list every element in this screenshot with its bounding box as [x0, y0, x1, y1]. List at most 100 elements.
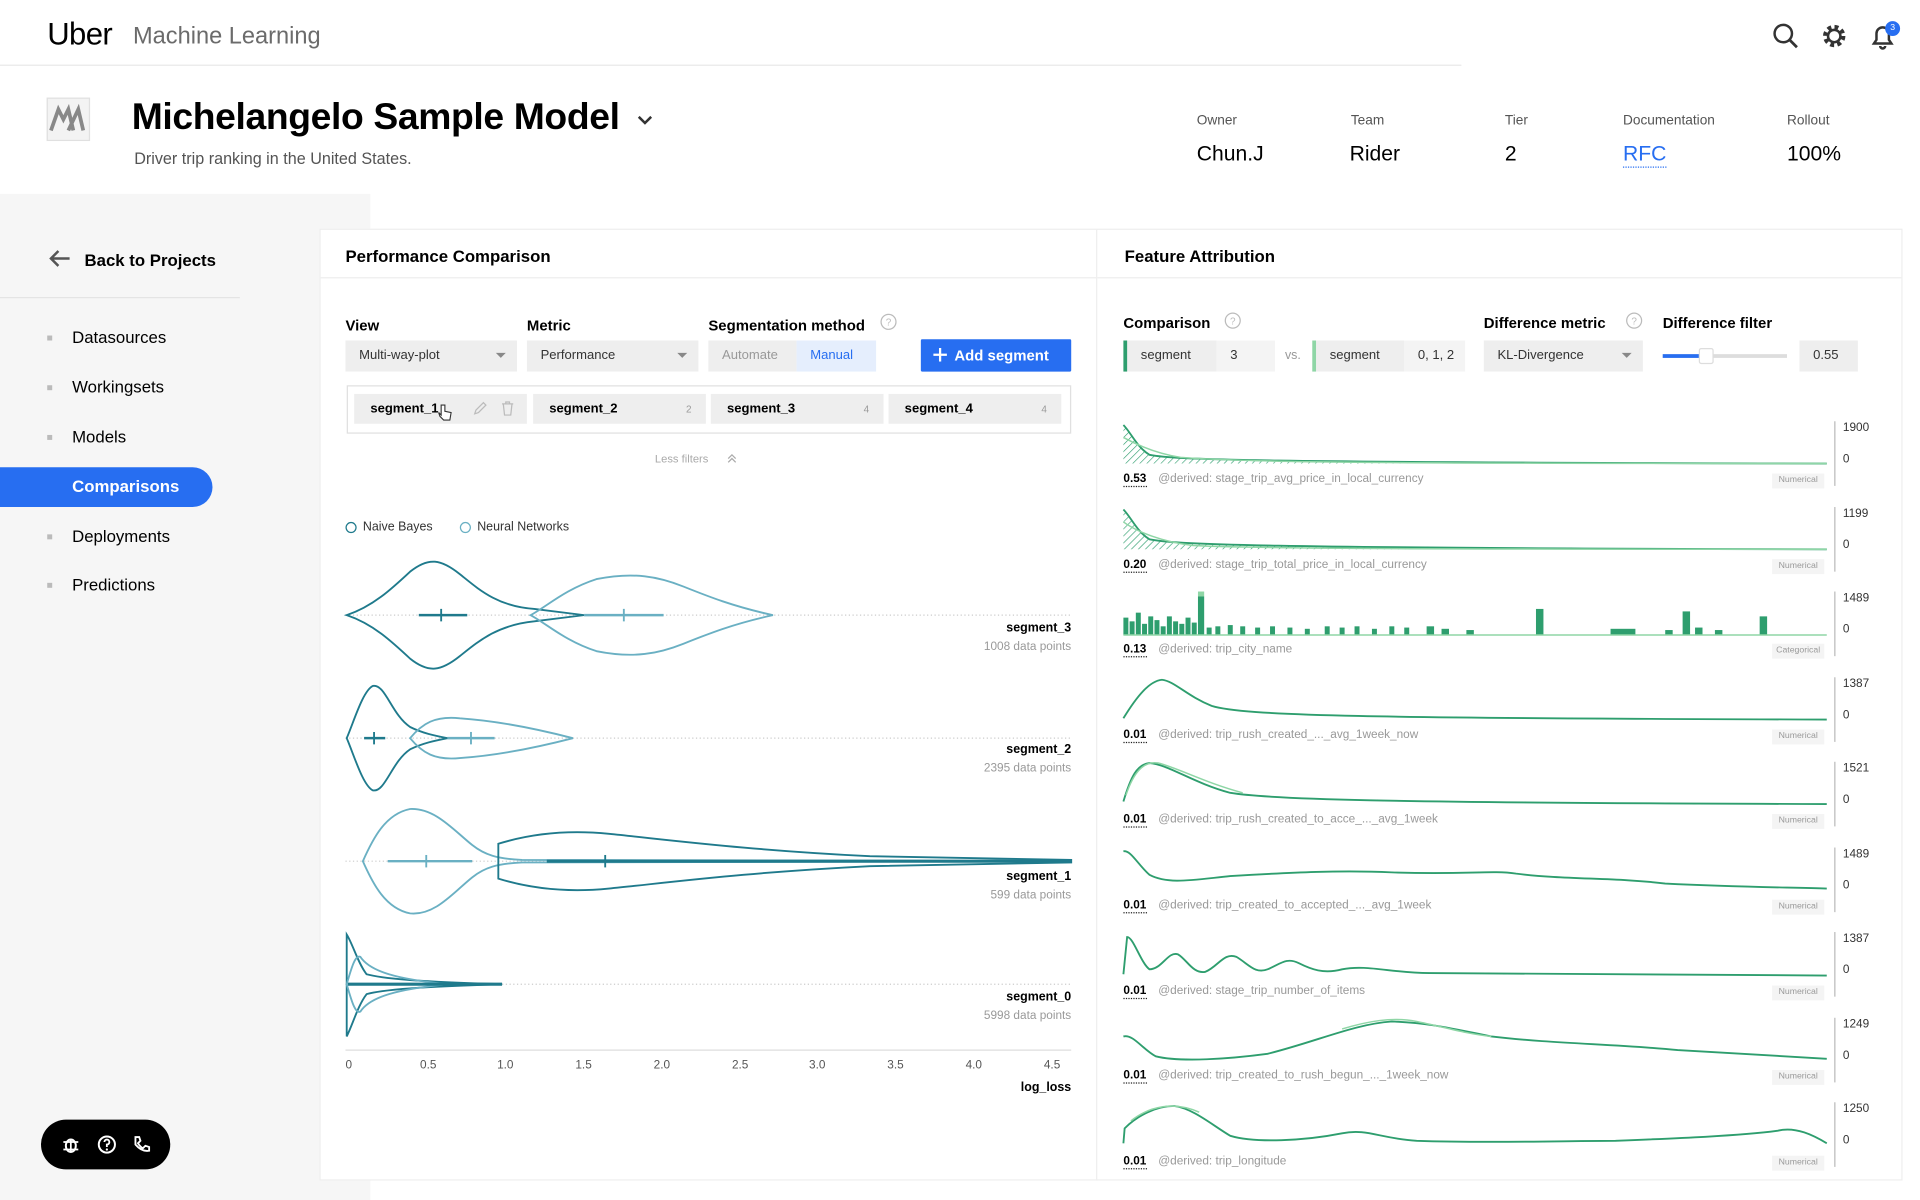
notification-badge: 3 — [1885, 21, 1901, 37]
metric-select[interactable]: Performance — [526, 340, 699, 372]
chevron-down-icon[interactable] — [636, 114, 653, 126]
sidebar-item-models[interactable]: Models — [0, 418, 217, 458]
segment-chip[interactable]: segment_4 4 — [888, 393, 1062, 424]
comparison-left-value[interactable]: 3 — [1216, 340, 1276, 372]
sidebar-item-label: Deployments — [72, 526, 170, 546]
add-segment-button[interactable]: Add segment — [920, 339, 1072, 372]
help-icon[interactable]: ? — [1224, 312, 1241, 329]
search-icon[interactable] — [1771, 21, 1801, 51]
difference-filter-label: Difference filter — [1662, 314, 1773, 332]
help-icon[interactable]: ? — [1625, 312, 1643, 329]
difference-filter-slider[interactable] — [1662, 347, 1788, 365]
feature-distribution-line — [1122, 762, 1827, 805]
trash-icon[interactable] — [500, 400, 516, 416]
seg-automate-button[interactable]: Automate — [708, 340, 797, 372]
violin-naive-bayes-segment-1 — [497, 831, 1073, 892]
meta-value-tier: 2 — [1504, 141, 1517, 166]
gear-icon[interactable] — [1819, 21, 1849, 51]
feature-distribution-line — [1122, 936, 1827, 977]
svg-text:?: ? — [1631, 316, 1637, 327]
legend-swatch — [345, 521, 357, 534]
page-subtitle: Driver trip ranking in the United States… — [134, 149, 412, 168]
view-select[interactable]: Multi-way-plot — [345, 340, 517, 372]
view-label: View — [345, 316, 380, 335]
sidebar-item-comparisons[interactable]: Comparisons — [0, 467, 213, 508]
x-tick-label: 3.0 — [808, 1058, 826, 1073]
model-logo — [46, 97, 91, 142]
feature-score[interactable]: 0.13 — [1123, 642, 1147, 658]
feature-type-badge: Numerical — [1772, 899, 1825, 915]
brand-logo[interactable]: Uber — [47, 17, 113, 53]
sidebar-item-label: Predictions — [72, 575, 156, 595]
meta-label-owner: Owner — [1196, 113, 1237, 128]
segment-chip-label: segment_3 — [726, 401, 796, 417]
sidebar-item-label: Comparisons — [72, 477, 180, 496]
meta-value-rollout: 100% — [1787, 141, 1842, 166]
segment-chip[interactable]: segment_3 4 — [710, 393, 884, 424]
slider-handle[interactable] — [1698, 347, 1714, 365]
y-zero-label: 0 — [1842, 792, 1850, 807]
feature-distribution-diff — [1123, 509, 1827, 550]
svg-text:?: ? — [1230, 316, 1236, 327]
divider — [0, 64, 1462, 66]
y-axis-line — [1834, 1102, 1836, 1167]
y-max-label: 1521 — [1842, 761, 1870, 776]
feature-distribution-line-secondary — [1125, 762, 1243, 796]
feature-score[interactable]: 0.01 — [1123, 812, 1147, 828]
segment-chip[interactable]: segment_1 — [354, 393, 527, 424]
feature-type-badge: Numerical — [1772, 729, 1825, 745]
chevron-down-icon — [677, 352, 688, 358]
x-tick-label: 1.5 — [575, 1058, 592, 1073]
chevron-down-icon — [495, 352, 506, 358]
help-icon[interactable]: ? — [880, 313, 897, 330]
feature-type-badge: Numerical — [1772, 813, 1825, 829]
feature-distribution-line — [1122, 1105, 1828, 1145]
feature-score[interactable]: 0.01 — [1123, 984, 1147, 1000]
y-zero-label: 0 — [1842, 878, 1850, 893]
segment-chip-label: segment_1 — [370, 401, 439, 417]
feature-score[interactable]: 0.01 — [1123, 1154, 1147, 1170]
feature-score[interactable]: 0.01 — [1123, 898, 1147, 914]
chevron-down-icon — [1621, 352, 1632, 358]
y-zero-label: 0 — [1842, 452, 1850, 467]
y-axis-line — [1834, 421, 1836, 486]
help-icon[interactable] — [97, 1135, 117, 1155]
comparison-right-key[interactable]: segment — [1312, 340, 1405, 372]
violin-row-label: segment_3 — [1006, 621, 1072, 636]
comparison-left-key[interactable]: segment — [1123, 340, 1217, 372]
difference-metric-select[interactable]: KL-Divergence — [1483, 340, 1643, 372]
sidebar-item-workingsets[interactable]: Workingsets — [0, 368, 217, 408]
feature-attribution-panel — [1096, 228, 1903, 1181]
phone-icon[interactable] — [132, 1135, 152, 1155]
feature-score[interactable]: 0.01 — [1123, 728, 1147, 744]
less-filters-toggle[interactable]: Less filters — [655, 452, 737, 465]
feature-distribution-line — [1122, 508, 1827, 551]
seg-manual-button[interactable]: Manual — [796, 340, 877, 372]
bug-icon[interactable] — [61, 1135, 81, 1155]
sidebar-item-datasources[interactable]: Datasources — [0, 318, 217, 358]
feature-name: @derived: trip_rush_created_..._avg_1wee… — [1158, 728, 1419, 742]
feature-score[interactable]: 0.20 — [1123, 557, 1147, 573]
feature-type-badge: Numerical — [1772, 473, 1825, 489]
y-max-label: 1387 — [1842, 677, 1870, 691]
feature-name: @derived: trip_created_to_rush_begun_...… — [1158, 1068, 1449, 1083]
sidebar-item-deployments[interactable]: Deployments — [0, 517, 217, 557]
feature-distribution-charts — [1122, 424, 1828, 1145]
feature-distribution-bars-secondary — [1197, 591, 1205, 597]
sidebar-item-predictions[interactable]: Predictions — [0, 565, 217, 605]
feature-score[interactable]: 0.53 — [1123, 472, 1147, 488]
documentation-link[interactable]: RFC — [1622, 142, 1667, 168]
y-zero-label: 0 — [1842, 1133, 1850, 1148]
comparison-right-value[interactable]: 0, 1, 2 — [1404, 340, 1466, 372]
difference-metric-value: KL-Divergence — [1497, 347, 1584, 363]
x-tick-label: 0.5 — [420, 1058, 437, 1073]
y-max-label: 1900 — [1842, 421, 1870, 435]
feature-distribution-line-secondary — [1341, 1018, 1492, 1038]
y-zero-label: 0 — [1842, 708, 1850, 723]
difference-filter-input[interactable]: 0.55 — [1799, 340, 1858, 372]
edit-icon[interactable] — [472, 400, 488, 416]
feature-distribution-line-secondary — [1122, 521, 1827, 551]
feature-distribution-line-secondary — [1123, 436, 1827, 465]
feature-score[interactable]: 0.01 — [1123, 1068, 1147, 1084]
segment-chip[interactable]: segment_2 2 — [533, 393, 706, 424]
